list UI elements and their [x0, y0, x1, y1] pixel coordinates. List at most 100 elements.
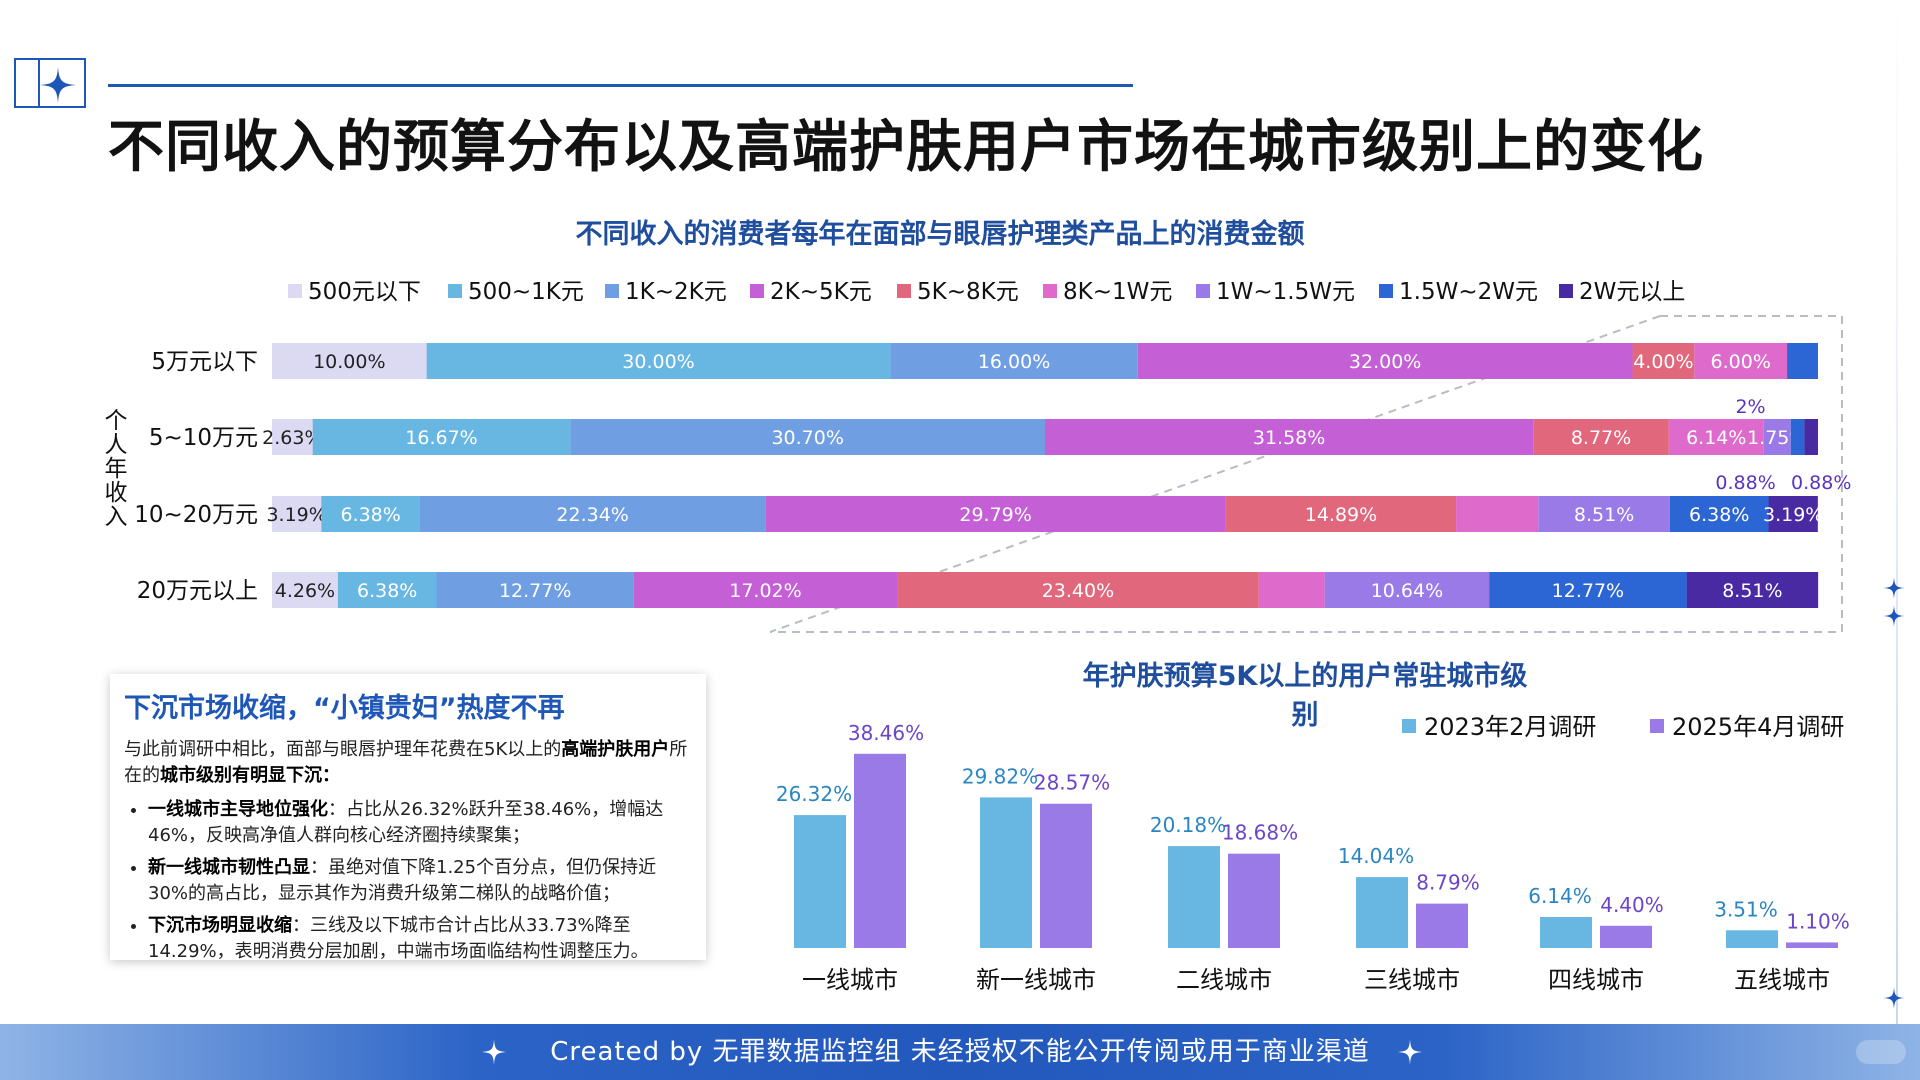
data-label: 30.00%	[622, 351, 694, 373]
data-label: 4.26%	[275, 580, 335, 602]
bar-segment	[1694, 343, 1788, 379]
title-rule	[108, 84, 1133, 87]
bar	[1786, 942, 1838, 948]
data-label: 23.40%	[1042, 580, 1114, 602]
bar-segment	[1137, 343, 1633, 379]
legend-label: 5K~8K元	[917, 279, 1019, 305]
data-label: 20.18%	[1150, 813, 1226, 837]
y-axis-title-char: 个	[105, 408, 128, 434]
bar	[1168, 846, 1220, 948]
data-label: 6.38%	[357, 580, 417, 602]
y-axis-title-char: 年	[105, 456, 128, 482]
data-label: 6.14%	[1528, 884, 1592, 908]
data-label: 4.00%	[1633, 351, 1693, 373]
bar	[794, 815, 846, 948]
legend-swatch	[1196, 284, 1210, 298]
intro-bold: 高端护肤用户	[561, 739, 670, 760]
bar-segment	[272, 572, 338, 608]
corner-frame	[14, 58, 86, 108]
category-label: 三线城市	[1364, 966, 1460, 994]
legend-label: 2W元以上	[1579, 279, 1685, 305]
data-label: 4.40%	[1600, 893, 1664, 917]
bar-segment	[1686, 572, 1819, 608]
y-axis-title-char: 人	[105, 432, 128, 458]
data-label: 16.67%	[405, 427, 477, 449]
bar-segment	[272, 419, 313, 455]
footer-text: Created by 无罪数据监控组 未经授权不能公开传阅或用于商业渠道	[550, 1037, 1370, 1067]
data-label: 8.79%	[1416, 871, 1480, 895]
data-label: 8.51%	[1574, 504, 1634, 526]
data-label: 8.77%	[1571, 427, 1631, 449]
insight-item-text: ：三线及以下城市合计占比从33.73%降至14.29%，表明消费分层加剧，中端市…	[148, 915, 649, 962]
data-label: 3.19%	[266, 504, 326, 526]
data-label: 0.88%	[1715, 472, 1775, 494]
side-rule	[1896, 0, 1898, 1024]
category-label: 二线城市	[1176, 966, 1272, 994]
insight-item-bold: 一线城市主导地位强化	[148, 799, 328, 820]
bar-segment	[890, 343, 1138, 379]
bar-segment	[897, 572, 1259, 608]
data-label: 12.77%	[1552, 580, 1624, 602]
bar-segment	[1489, 572, 1687, 608]
data-label: 6.38%	[340, 504, 400, 526]
plus-icon	[481, 1039, 507, 1065]
data-label: 26.32%	[776, 782, 852, 806]
bar	[980, 797, 1032, 948]
insight-list: 一线城市主导地位强化：占比从26.32%跃升至38.46%，增幅达46%，反映高…	[124, 797, 692, 965]
data-label: 18.68%	[1222, 821, 1298, 845]
footer-bar: Created by 无罪数据监控组 未经授权不能公开传阅或用于商业渠道	[0, 1024, 1920, 1080]
insight-item-text: ：虽绝对值下降1.25个百分点，但仍保持近30%的高占比，显示其作为消费升级第二…	[148, 857, 657, 904]
bar-segment	[436, 572, 634, 608]
bar	[1416, 903, 1468, 948]
bar	[1040, 803, 1092, 948]
bar-segment	[1632, 343, 1695, 379]
data-label: 1.10%	[1786, 909, 1850, 933]
category-label: 新一线城市	[976, 966, 1096, 994]
bar-segment	[1533, 419, 1669, 455]
plus-icon	[40, 67, 76, 103]
data-label: 6.38%	[1689, 504, 1749, 526]
bar-segment	[1804, 419, 1818, 455]
legend-swatch	[448, 284, 462, 298]
insight-item-bold: 新一线城市韧性凸显	[148, 857, 310, 878]
legend-label: 2K~5K元	[770, 279, 872, 305]
category-label: 五线城市	[1734, 966, 1830, 994]
footer-badge	[1856, 1040, 1906, 1064]
data-label: 0.88%	[1791, 472, 1851, 494]
chart-2-title: 年护肤预算5K以上的用户常驻城市级别	[1082, 661, 1528, 731]
category-label: 一线城市	[802, 966, 898, 994]
data-label: 17.02%	[729, 580, 801, 602]
data-label: 2%	[1735, 396, 1765, 418]
data-label: 14.04%	[1338, 844, 1414, 868]
bar-segment	[1225, 496, 1457, 532]
data-label: 28.57%	[1034, 771, 1110, 795]
bar-segment	[419, 496, 766, 532]
insight-item-bold: 下沉市场明显收缩	[148, 915, 292, 936]
bar-segment	[1787, 343, 1818, 379]
stacked-bar-chart: 500元以下 500~1K元 1K~2K元 2K~5K元 5K~8K元 8K~1W元 1W~…	[105, 279, 1851, 633]
data-label: 12.77%	[499, 580, 571, 602]
data-label: 30.70%	[771, 427, 843, 449]
legend-label: 500~1K元	[468, 279, 584, 305]
bar-segment	[272, 343, 427, 379]
insight-item-text: ：占比从26.32%跃升至38.46%，增幅达46%，反映高净值人群向核心经济圈…	[148, 799, 664, 846]
insight-item: 一线城市主导地位强化：占比从26.32%跃升至38.46%，增幅达46%，反映高…	[148, 797, 692, 849]
legend-swatch	[750, 284, 764, 298]
plus-icon	[1883, 605, 1905, 627]
legend-label: 1W~1.5W元	[1216, 279, 1355, 305]
data-label: 32.00%	[1349, 351, 1421, 373]
legend-label: 1K~2K元	[625, 279, 727, 305]
insight-heading: 下沉市场收缩，“小镇贵妇”热度不再	[124, 693, 565, 724]
plus-icon	[1883, 987, 1905, 1009]
bar-segment	[570, 419, 1045, 455]
legend-label: 500元以下	[308, 279, 421, 305]
legend-swatch	[897, 284, 911, 298]
data-label: 10.64%	[1371, 580, 1443, 602]
insight-card: 下沉市场收缩，“小镇贵妇”热度不再 与此前调研中相比，面部与眼唇护理年花费在5K…	[110, 674, 706, 962]
legend-swatch	[1650, 719, 1664, 733]
data-label: 14.89%	[1305, 504, 1377, 526]
bar-segment	[1538, 496, 1670, 532]
category-label: 5~10万元	[149, 425, 258, 451]
bar-segment	[1258, 572, 1325, 608]
